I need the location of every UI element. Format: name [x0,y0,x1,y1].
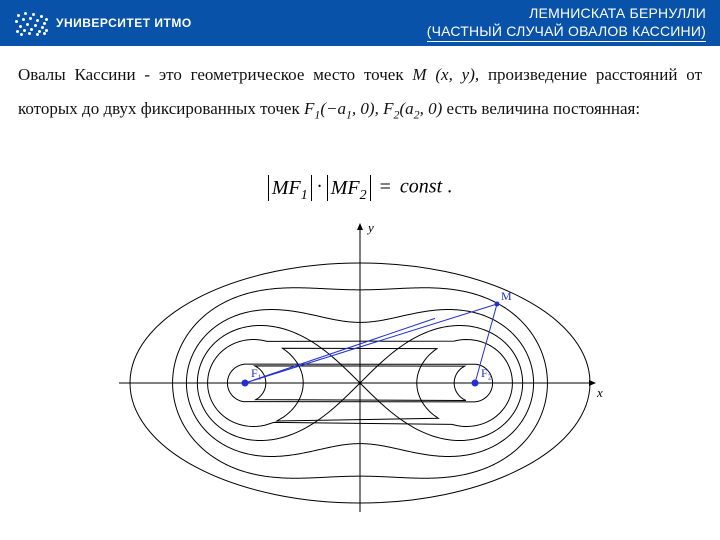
svg-text:F₁: F₁ [251,366,262,380]
header: УНИВЕРСИТЕТ ИТМО ЛЕМНИСКАТА БЕРНУЛЛИ (ЧА… [0,0,720,46]
cassini-diagram: x y F₁ F₂ M [115,218,605,518]
logo-mark-icon [14,12,48,34]
brand-logo: УНИВЕРСИТЕТ ИТМО [14,12,192,34]
math-M: M (x, y), [412,65,479,84]
svg-text:M: M [501,289,512,303]
title-line-1: ЛЕМНИСКАТА БЕРНУЛЛИ [529,4,706,22]
svg-text:y: y [366,220,374,235]
svg-text:x: x [596,385,603,400]
math-F1: F1(−a1, 0), F2(a2, 0) [304,99,447,118]
title-line-2: (ЧАСТНЫЙ СЛУЧАЙ ОВАЛОВ КАССИНИ) [427,22,706,42]
body-paragraph: Овалы Кассини - это геометрическое место… [18,58,702,127]
brand-name: УНИВЕРСИТЕТ ИТМО [56,16,192,30]
svg-text:F₂: F₂ [481,366,492,380]
formula: MF1 · MF2 = const . [0,175,720,201]
brand-strip: УНИВЕРСИТЕТ ИТМО [0,0,286,46]
slide-title: ЛЕМНИСКАТА БЕРНУЛЛИ (ЧАСТНЫЙ СЛУЧАЙ ОВАЛ… [286,0,720,46]
